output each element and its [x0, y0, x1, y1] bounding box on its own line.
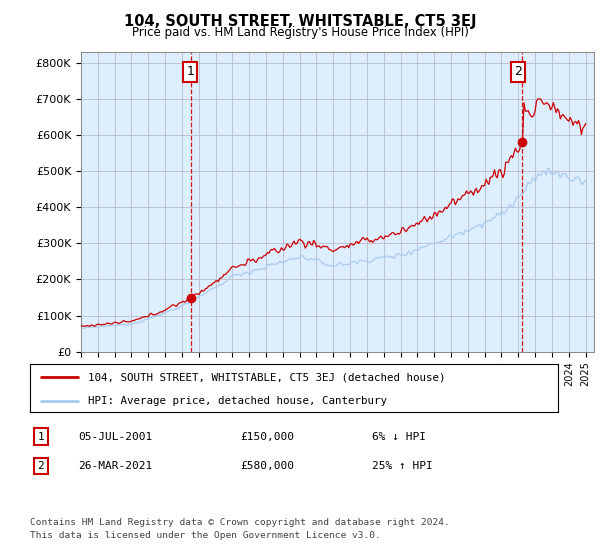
Text: 05-JUL-2001: 05-JUL-2001 — [78, 432, 152, 442]
Text: HPI: Average price, detached house, Canterbury: HPI: Average price, detached house, Cant… — [88, 396, 387, 406]
Text: 1: 1 — [37, 432, 44, 442]
Text: 25% ↑ HPI: 25% ↑ HPI — [372, 461, 433, 471]
Text: 26-MAR-2021: 26-MAR-2021 — [78, 461, 152, 471]
Text: 2: 2 — [37, 461, 44, 471]
Text: 6% ↓ HPI: 6% ↓ HPI — [372, 432, 426, 442]
Text: 104, SOUTH STREET, WHITSTABLE, CT5 3EJ (detached house): 104, SOUTH STREET, WHITSTABLE, CT5 3EJ (… — [88, 372, 446, 382]
Text: 1: 1 — [187, 66, 194, 78]
Text: £150,000: £150,000 — [240, 432, 294, 442]
Text: 104, SOUTH STREET, WHITSTABLE, CT5 3EJ: 104, SOUTH STREET, WHITSTABLE, CT5 3EJ — [124, 14, 476, 29]
Text: £580,000: £580,000 — [240, 461, 294, 471]
Text: Price paid vs. HM Land Registry's House Price Index (HPI): Price paid vs. HM Land Registry's House … — [131, 26, 469, 39]
Text: Contains HM Land Registry data © Crown copyright and database right 2024.
This d: Contains HM Land Registry data © Crown c… — [30, 519, 450, 540]
Text: 2: 2 — [514, 66, 522, 78]
